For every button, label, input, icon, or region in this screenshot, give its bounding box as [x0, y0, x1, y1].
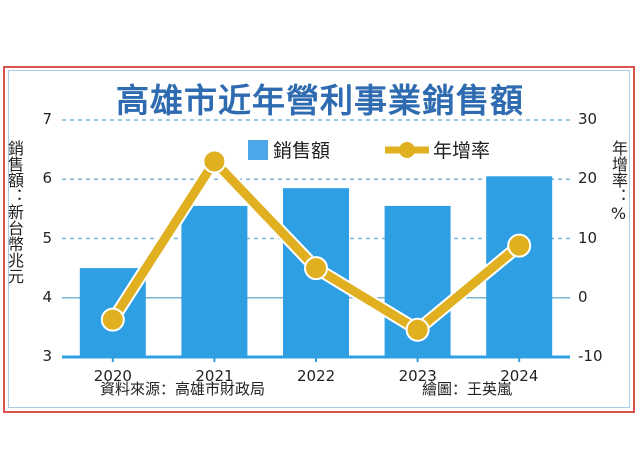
legend-line-label: 年增率	[433, 140, 491, 162]
right-tick-label: 0	[578, 287, 588, 306]
legend-bar-swatch	[248, 140, 268, 160]
left-tick-label: 3	[42, 347, 52, 365]
source-note: 資料來源：高雄市財政局	[100, 380, 266, 398]
legend-bar: 銷售額	[248, 136, 330, 163]
inner-border	[8, 70, 630, 408]
x-tick-label: 2021	[195, 367, 234, 385]
x-tick-label: 2024	[500, 367, 539, 385]
left-tick-label: 5	[42, 228, 52, 247]
left-tick-label: 6	[42, 169, 52, 188]
right-tick-label: 10	[578, 228, 598, 247]
x-tick-label: 2020	[93, 367, 132, 385]
x-tick-label: 2023	[398, 367, 437, 385]
line-point	[405, 317, 430, 342]
legend-line-icon	[385, 142, 429, 158]
left-axis-label: 銷售額：新台幣兆元	[5, 140, 24, 284]
x-tick-label: 2022	[297, 367, 336, 385]
line-point	[100, 307, 125, 332]
line-point	[304, 256, 328, 281]
line-point	[202, 149, 227, 174]
left-tick-label: 4	[42, 287, 52, 306]
right-axis-label: 年增率：%	[609, 140, 628, 223]
right-tick-label: 20	[578, 169, 598, 188]
chart-title: 高雄市近年營利事業銷售額	[116, 81, 524, 120]
right-tick-label: 30	[578, 110, 598, 128]
left-tick-label: 7	[42, 110, 52, 128]
line-point	[507, 233, 532, 258]
legend-line: 年增率	[385, 136, 490, 163]
legend-bar-label: 銷售額	[273, 140, 331, 162]
right-tick-label: -10	[578, 347, 603, 365]
outer-border	[3, 66, 635, 413]
credit-note: 繪圖：王英嵐	[422, 380, 513, 398]
bar	[181, 205, 248, 357]
